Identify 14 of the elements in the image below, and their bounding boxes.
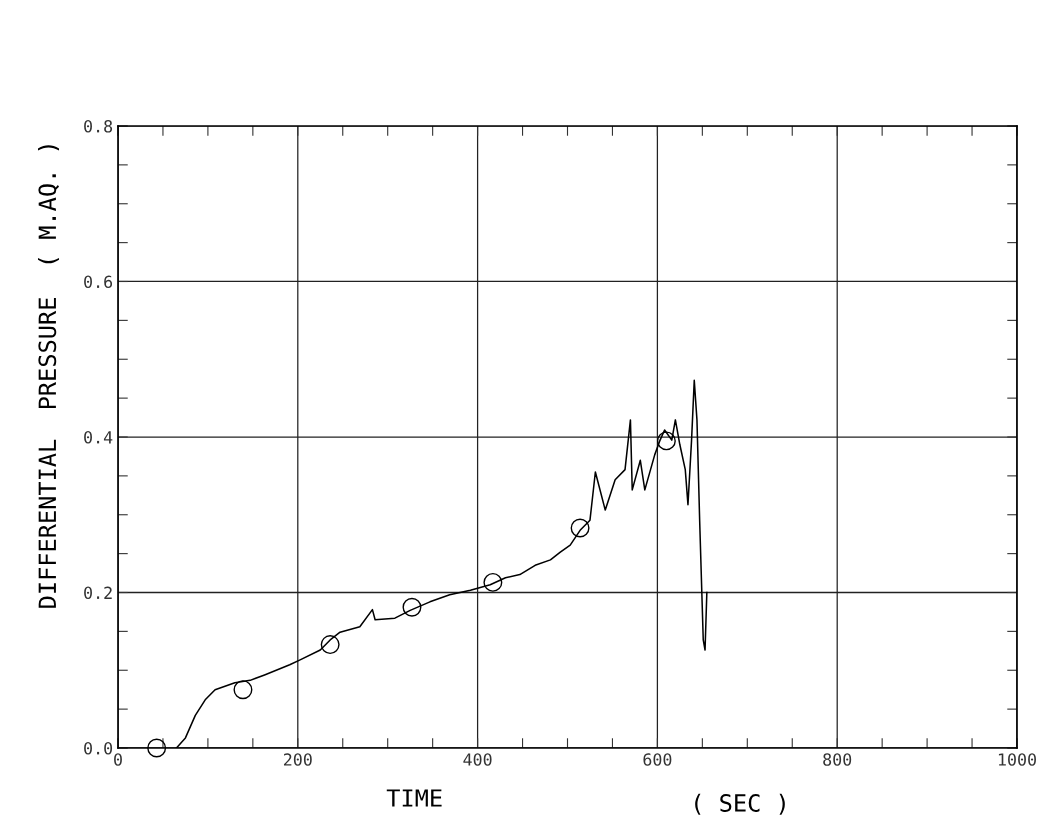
x-tick-label: 1000 — [998, 753, 1036, 766]
y-axis-title: DIFFERENTIAL PRESSURE ( M.AQ. ) — [37, 145, 60, 608]
x-tick-label: 600 — [643, 753, 672, 766]
y-tick-label: 0.0 — [84, 742, 113, 755]
x-axis-title: TIME — [386, 789, 442, 807]
x-tick-label: 200 — [283, 753, 312, 766]
y-tick-label: 0.4 — [84, 431, 113, 444]
x-tick-label: 800 — [823, 753, 852, 766]
y-tick-label: 0.8 — [84, 120, 113, 133]
y-tick-label: 0.2 — [84, 586, 112, 600]
x-tick-label: 400 — [463, 753, 492, 766]
y-tick-label: 0.6 — [84, 275, 113, 289]
x-tick-label: 0 — [114, 753, 122, 766]
text: ( SEC ) — [695, 793, 785, 815]
